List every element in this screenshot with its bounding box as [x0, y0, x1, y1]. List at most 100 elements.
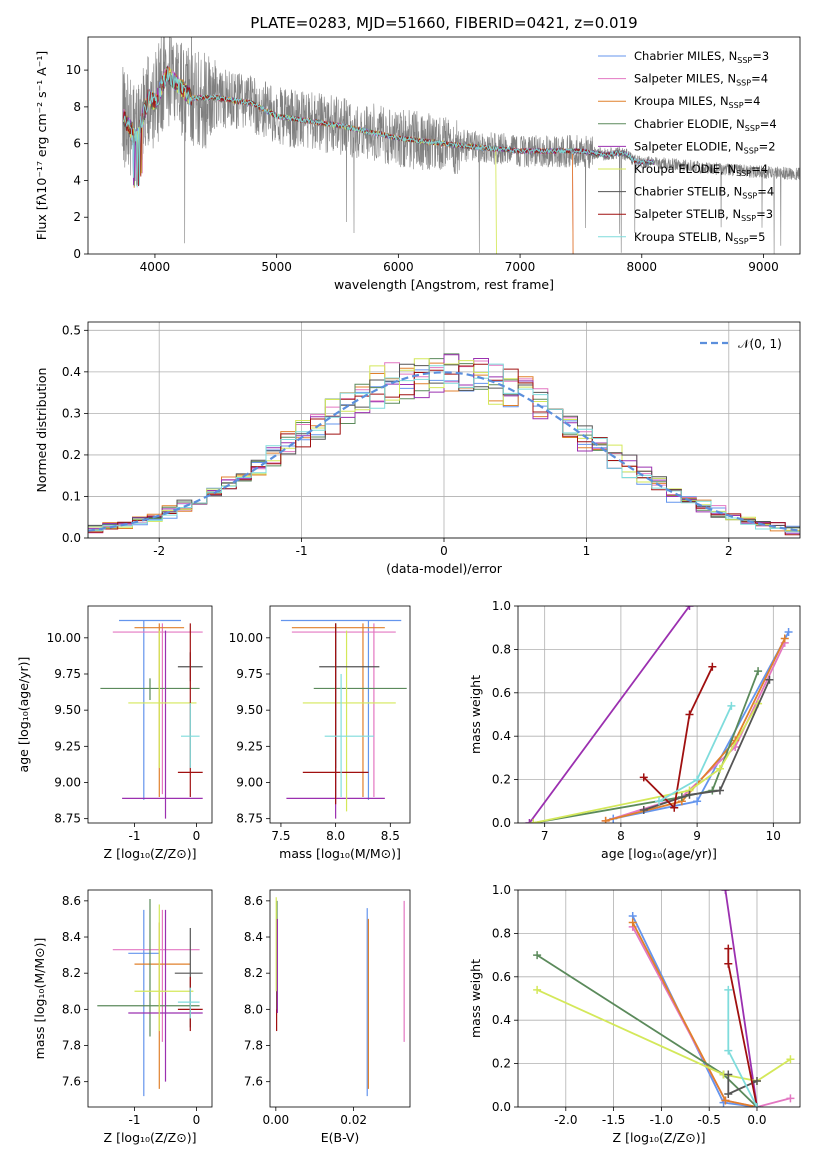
y-tick-label: 7.6: [62, 1075, 81, 1089]
weight-marker-salpeter-elodie: [525, 819, 534, 823]
plot-layer: 4000 5000 6000 7000 8000 90000246810wavelengt…: [16, 36, 801, 1145]
x-tick-label: 8000: [627, 260, 658, 274]
y-axis-label: Flux [fλ10⁻¹⁷ erg cm⁻² s⁻¹ A⁻¹]: [34, 51, 49, 240]
x-axis-label: (data-model)/error: [386, 561, 503, 576]
y-tick-label: 9.75: [54, 667, 81, 681]
plot-area-residuals: [88, 353, 800, 538]
frame-spectrum: 4000 5000 6000 7000 8000 9000 0 2 4 6 8 10 wavelengt…: [34, 36, 801, 292]
legend-entry: Salpeter MILES, NSSP=4: [634, 72, 768, 88]
legend-entry-text: Kroupa ELODIE, N: [634, 162, 736, 176]
frame-age-vs-mass: 7.5 8.0 8.5 8.75 9.00 9.25 9.50 9.75 10.00 mass […: [229, 605, 411, 861]
legend-entry-value: =2: [759, 139, 776, 153]
legend-entry-value: =5: [749, 230, 766, 244]
weight-marker-kroupa-stelib: [693, 775, 702, 784]
x-axis-label: mass [log₁₀(M/M⊙)]: [279, 846, 401, 861]
x-axis-label: Z [log₁₀(Z/Z⊙)]: [613, 1130, 706, 1145]
weight-line-kroupa-elodie: [536, 988, 791, 1082]
weight-marker-kroupa-miles: [780, 634, 789, 643]
x-axis-label: age [log₁₀(age/yr)]: [601, 846, 717, 861]
histogram-kroupa-stelib: [88, 363, 800, 538]
frame-mass-weight-vs-age: 7 8 9 10 0.0 0.2 0.4 0.6 0.8 1.0 age [log₁₀(age/yr…: [468, 599, 801, 861]
y-tick-label: 0.2: [492, 773, 511, 787]
y-tick-label: 9.00: [236, 775, 263, 789]
x-tick-label: -0.5: [697, 1113, 720, 1127]
x-tick-label: -1.5: [602, 1113, 625, 1127]
x-tick-label: 6000: [383, 260, 414, 274]
y-axis-label: mass weight: [468, 675, 483, 754]
legend-entry-text: Salpeter STELIB, N: [634, 207, 741, 221]
y-tick-label: 0.2: [492, 1057, 511, 1071]
frame-age-vs-Z: -1 0 8.75 9.00 9.25 9.50 9.75 10.00 Z [log₁₀(Z/Z…: [16, 605, 213, 861]
y-tick-label: 8.2: [62, 966, 81, 980]
axes-mass-vs-Z: -1 0 7.6 7.8 8.0 8.2 8.4 8.6 Z [log₁₀(Z/Z⊙)] mass…: [32, 889, 213, 1145]
axes-frame: [517, 889, 801, 1108]
y-tick-label: 9.75: [236, 667, 263, 681]
x-tick-label: -1: [296, 544, 308, 558]
legend-entry-subscript: SSP: [744, 146, 759, 155]
x-tick-label: -2: [153, 544, 165, 558]
weight-marker-salpeter-stelib: [724, 959, 733, 968]
legend-entry-value: =4: [757, 185, 774, 199]
axes-age-vs-mass: 7.5 8.0 8.5 8.75 9.00 9.25 9.50 9.75 10.00 mass […: [229, 605, 411, 861]
axes-mass-weight-vs-age: 7 8 9 10 0.0 0.2 0.4 0.6 0.8 1.0 age [log₁₀(age/yr…: [468, 599, 801, 861]
legend-entry-text: Chabrier ELODIE, N: [634, 117, 745, 131]
legend-entry: Kroupa STELIB, NSSP=5: [634, 230, 765, 246]
plot-area-age-vs-Z: [100, 619, 203, 819]
y-tick-label: 0.3: [62, 406, 81, 420]
x-tick-label: 8.5: [381, 829, 400, 843]
y-tick-label: 0.1: [62, 489, 81, 503]
x-tick-label: -2.0: [554, 1113, 577, 1127]
axes-frame: [87, 605, 213, 824]
x-tick-label: 7: [541, 829, 549, 843]
legend-entry: Salpeter ELODIE, NSSP=2: [634, 139, 776, 155]
legend-entry-value: =3: [752, 49, 769, 63]
x-axis-label: wavelength [Angstrom, rest frame]: [334, 277, 554, 292]
legend-entry: Kroupa MILES, NSSP=4: [634, 94, 760, 110]
weight-line-chabrier-stelib: [643, 679, 771, 811]
x-tick-label: 9: [693, 829, 701, 843]
y-tick-label: 8.0: [244, 1002, 263, 1016]
residual-legend: 𝒩(0, 1): [700, 337, 782, 351]
x-tick-label: 10: [766, 829, 781, 843]
legend-entry-text: Kroupa STELIB, N: [634, 230, 734, 244]
legend-entry-subscript: SSP: [737, 56, 752, 65]
y-tick-label: 0.4: [492, 729, 511, 743]
y-tick-label: 4: [73, 173, 81, 187]
y-tick-label: 7.6: [244, 1075, 263, 1089]
weight-line-salpeter-elodie: [724, 890, 758, 1107]
frame-residuals: -2 -1 0 1 2 0.0 0.1 0.2 0.3 0.4 0.5 (data-model)/er…: [34, 321, 801, 576]
weight-marker-salpeter-stelib: [670, 803, 679, 812]
x-tick-label: 9000: [748, 260, 779, 274]
y-tick-label: 10.00: [47, 631, 81, 645]
legend-entry-value: =3: [756, 207, 773, 221]
legend-entry-subscript: SSP: [736, 169, 751, 178]
y-axis-label: age [log₁₀(age/yr)]: [16, 657, 31, 773]
y-tick-label: 0: [73, 247, 81, 261]
plot-area-mass-weight-vs-Z: [533, 890, 795, 1107]
model-line-kroupa-stelib: [122, 68, 654, 188]
y-tick-label: 10: [66, 63, 81, 77]
y-tick-label: 0.2: [62, 448, 81, 462]
x-tick-label: 0.02: [340, 1113, 367, 1127]
y-tick-label: 0.0: [492, 1100, 511, 1114]
y-tick-label: 9.00: [54, 775, 81, 789]
y-tick-label: 0.4: [62, 365, 81, 379]
y-tick-label: 1.0: [492, 883, 511, 897]
axes-frame: [517, 605, 801, 824]
legend-entry-value: =4: [744, 94, 761, 108]
weight-marker-chabrier-stelib: [724, 1070, 733, 1079]
weight-marker-kroupa-miles: [628, 918, 637, 927]
y-tick-label: 0.5: [62, 323, 81, 337]
y-tick-label: 8.0: [62, 1002, 81, 1016]
weight-marker-salpeter-miles: [786, 1094, 795, 1103]
weight-marker-salpeter-stelib: [708, 662, 717, 671]
y-tick-label: 2: [73, 210, 81, 224]
y-tick-label: 0.6: [492, 686, 511, 700]
x-axis-label: Z [log₁₀(Z/Z⊙)]: [104, 1130, 197, 1145]
y-tick-label: 8.2: [244, 966, 263, 980]
axes-age-vs-Z: -1 0 8.75 9.00 9.25 9.50 9.75 10.00 Z [log₁₀(Z/Z…: [16, 605, 213, 861]
x-tick-label: -1: [129, 829, 141, 843]
weight-line-salpeter-elodie: [528, 606, 691, 823]
